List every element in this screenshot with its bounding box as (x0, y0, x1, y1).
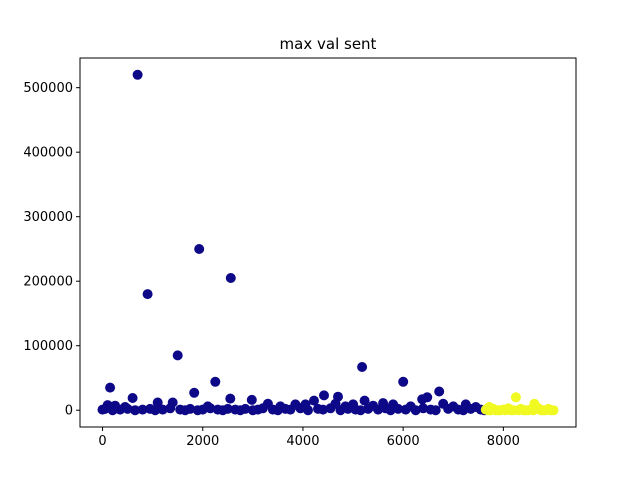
scatter-point-s0-49 (150, 405, 161, 416)
x-tick-label-1: 2000 (186, 434, 219, 449)
scatter-point-s1-25 (528, 405, 539, 416)
scatter-point-s0-10 (189, 387, 200, 398)
chart-title: max val sent (280, 35, 377, 53)
scatter-point-s0-93 (465, 403, 476, 414)
scatter-point-s0-15 (225, 393, 236, 404)
data-points (97, 69, 559, 416)
scatter-point-s0-21 (152, 397, 163, 408)
scatter-point-s0-2 (225, 273, 236, 283)
scatter-point-s0-86 (410, 405, 421, 416)
scatter-point-s1-0 (510, 392, 521, 403)
x-axis: 0 2000 4000 6000 8000 (98, 427, 520, 449)
y-tick-label-3: 300000 (23, 210, 73, 225)
scatter-point-s0-44 (115, 404, 126, 415)
scatter-point-s0-90 (443, 403, 454, 414)
y-tick-label-2: 200000 (23, 275, 73, 290)
scatter-point-s0-75 (325, 403, 336, 414)
scatter-point-s0-83 (385, 405, 396, 416)
scatter-point-s0-42 (100, 403, 111, 414)
scatter-point-s0-89 (430, 405, 441, 416)
scatter-point-s0-68 (272, 405, 283, 416)
x-tick-label-4: 8000 (487, 434, 520, 449)
scatter-point-s0-85 (400, 404, 411, 415)
scatter-point-s0-54 (185, 403, 196, 414)
y-axis: 0 100000 200000 300000 400000 500000 (23, 81, 80, 419)
scatter-point-s0-51 (165, 403, 176, 414)
y-tick-label-5: 500000 (23, 81, 73, 96)
scatter-point-s0-5 (357, 362, 368, 372)
scatter-point-s0-77 (343, 403, 353, 414)
x-tick-label-2: 4000 (286, 434, 319, 449)
scatter-point-s0-56 (197, 404, 208, 415)
plot-frame (79, 57, 577, 428)
scatter-point-s0-14 (127, 393, 138, 403)
scatter-point-s0-47 (137, 404, 148, 415)
scatter-point-s0-0 (132, 69, 143, 80)
scatter-point-s0-18 (359, 395, 370, 406)
scatter-point-s0-43 (107, 405, 118, 416)
scatter-point-s0-72 (303, 405, 313, 416)
scatter-point-s0-60 (222, 403, 233, 414)
scatter-point-s0-63 (240, 403, 251, 414)
y-tick-label-0: 0 (65, 404, 73, 419)
scatter-point-s0-4 (172, 350, 183, 361)
scatter-point-s0-71 (295, 403, 306, 414)
scatter-point-s0-57 (205, 403, 216, 414)
x-tick-label-3: 6000 (387, 434, 420, 449)
y-tick-label-4: 400000 (23, 146, 73, 161)
scatter-point-s0-45 (122, 403, 133, 414)
scatter-point-s0-17 (246, 394, 257, 405)
scatter-point-s0-50 (157, 404, 168, 415)
scatter-point-s0-16 (417, 394, 428, 405)
scatter-point-s0-66 (257, 403, 268, 414)
scatter-point-s0-79 (355, 405, 366, 416)
scatter-point-s0-11 (319, 390, 329, 401)
scatter-point-s0-84 (393, 403, 404, 414)
scatter-point-s0-6 (210, 376, 221, 387)
scatter-point-s0-74 (318, 404, 328, 415)
scatter-point-s0-9 (434, 386, 445, 397)
scatter-point-s1-21 (505, 405, 516, 416)
scatter-point-s0-80 (363, 403, 374, 414)
scatter-point-s0-76 (335, 405, 346, 416)
scatter-point-s0-92 (458, 405, 469, 416)
scatter-point-s1-28 (545, 405, 556, 416)
scatter-point-s0-19 (309, 395, 319, 406)
scatter-point-s0-81 (373, 404, 384, 415)
y-tick-label-1: 100000 (23, 339, 73, 354)
scatter-point-s0-8 (105, 382, 116, 393)
scatter-point-s0-1 (194, 244, 205, 254)
scatter-point-s0-46 (130, 405, 141, 416)
scatter-point-s0-3 (142, 289, 153, 300)
scatter-point-s0-87 (418, 403, 429, 414)
scatter-point-s0-7 (398, 376, 409, 387)
scatter-point-s0-70 (285, 404, 296, 415)
x-tick-label-0: 0 (98, 434, 106, 449)
